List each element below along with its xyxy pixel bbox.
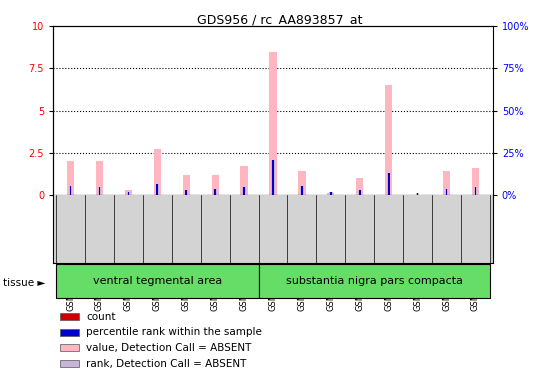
Bar	[156, 184, 158, 195]
Text: substantia nigra pars compacta: substantia nigra pars compacta	[286, 276, 463, 286]
Bar	[185, 190, 187, 195]
Bar	[127, 192, 130, 195]
Bar	[259, 264, 490, 298]
Bar	[388, 173, 390, 195]
Bar	[271, 160, 275, 195]
Bar	[99, 188, 100, 195]
Bar	[359, 190, 361, 195]
Bar	[272, 160, 274, 195]
Text: count: count	[86, 312, 115, 322]
Bar	[446, 194, 447, 195]
Bar	[156, 184, 159, 195]
Bar	[446, 189, 447, 195]
Bar	[60, 360, 79, 367]
Bar	[417, 194, 418, 195]
Bar	[301, 194, 303, 195]
Bar	[214, 194, 216, 195]
Bar	[242, 188, 246, 195]
Bar	[327, 194, 334, 195]
Text: percentile rank within the sample: percentile rank within the sample	[86, 327, 262, 337]
Bar	[99, 194, 100, 195]
Bar	[125, 190, 132, 195]
Bar	[184, 190, 188, 195]
Text: rank, Detection Call = ABSENT: rank, Detection Call = ABSENT	[86, 358, 246, 369]
Bar	[60, 328, 79, 336]
Bar	[445, 189, 448, 195]
Bar	[60, 313, 79, 320]
Bar	[128, 194, 129, 195]
Bar	[153, 149, 161, 195]
Bar	[300, 186, 304, 195]
Bar	[330, 192, 332, 195]
Bar	[243, 194, 245, 195]
Text: tissue ►: tissue ►	[3, 278, 45, 288]
Bar	[96, 161, 103, 195]
Bar	[183, 175, 190, 195]
Text: ventral tegmental area: ventral tegmental area	[93, 276, 222, 286]
Bar	[387, 173, 390, 195]
Bar	[301, 186, 303, 195]
Bar	[212, 175, 219, 195]
Bar	[60, 344, 79, 351]
Bar	[243, 188, 245, 195]
Bar	[385, 86, 393, 195]
Bar	[443, 171, 450, 195]
Bar	[56, 264, 259, 298]
Bar	[356, 178, 363, 195]
Bar	[272, 194, 274, 195]
Bar	[359, 194, 361, 195]
Bar	[474, 188, 477, 195]
Bar	[329, 192, 333, 195]
Text: GDS956 / rc_AA893857_at: GDS956 / rc_AA893857_at	[197, 13, 363, 26]
Bar	[128, 192, 129, 195]
Bar	[69, 194, 72, 195]
Bar	[474, 188, 477, 195]
Bar	[416, 194, 419, 195]
Bar	[269, 52, 277, 195]
Bar	[214, 189, 216, 195]
Bar	[98, 188, 101, 195]
Bar	[69, 186, 72, 195]
Bar	[185, 194, 187, 195]
Bar	[67, 161, 74, 195]
Bar	[388, 194, 390, 195]
Bar	[330, 194, 332, 195]
Bar	[240, 166, 248, 195]
Bar	[472, 168, 479, 195]
Bar	[213, 189, 217, 195]
Bar	[358, 190, 362, 195]
Bar	[156, 193, 158, 195]
Text: value, Detection Call = ABSENT: value, Detection Call = ABSENT	[86, 343, 251, 353]
Bar	[417, 194, 418, 195]
Bar	[69, 186, 72, 195]
Bar	[474, 194, 477, 195]
Bar	[298, 171, 306, 195]
